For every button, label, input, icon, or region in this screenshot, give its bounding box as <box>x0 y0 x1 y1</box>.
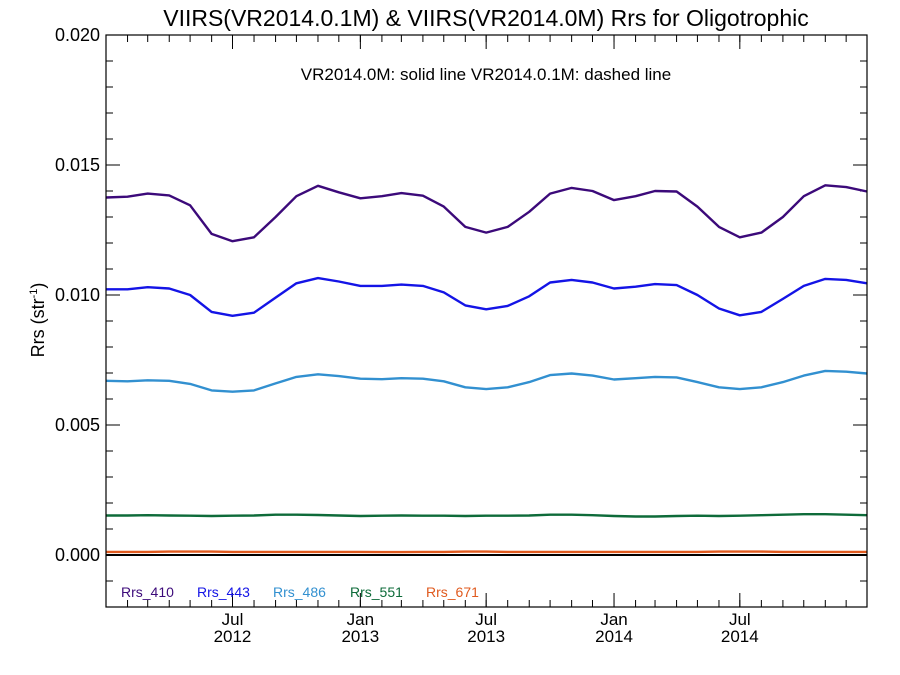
legend-item-rrs-486: Rrs_486 <box>273 584 326 600</box>
series-line-dashed-rrs-551 <box>106 513 868 518</box>
x-tick-year-label: 2014 <box>721 627 759 646</box>
legend-item-rrs-671: Rrs_671 <box>426 584 479 600</box>
plot-frame <box>105 34 868 608</box>
x-tick-month-label: Jul <box>222 610 244 629</box>
legend-item-rrs-410: Rrs_410 <box>121 584 174 600</box>
series-line-solid-rrs-410 <box>105 184 868 243</box>
y-tick-label: 0.000 <box>55 545 100 565</box>
series-line-solid-rrs-443 <box>106 276 868 317</box>
chart-subtitle: VR2014.0M: solid line VR2014.0.1M: dashe… <box>301 65 671 84</box>
x-tick-year-label: 2013 <box>467 627 505 646</box>
legend-item-rrs-551: Rrs_551 <box>350 584 403 600</box>
y-axis-label: Rrs (str-1) <box>28 283 48 358</box>
x-tick-month-label: Jan <box>600 610 627 629</box>
y-tick-label: 0.010 <box>55 285 100 305</box>
y-axis-label-main: Rrs (str <box>28 298 48 357</box>
series-line-dashed-rrs-671 <box>106 550 867 553</box>
legend-item-rrs-443: Rrs_443 <box>197 584 250 600</box>
plot-area: 0.0000.0050.0100.0150.020Jul2012Jan2013J… <box>55 25 868 646</box>
x-tick-month-label: Jan <box>347 610 374 629</box>
x-tick-year-label: 2014 <box>595 627 633 646</box>
y-tick-label: 0.005 <box>55 415 100 435</box>
x-tick-year-label: 2012 <box>214 627 252 646</box>
y-axis-label-close: ) <box>28 283 48 289</box>
series-line-dashed-rrs-486 <box>105 370 868 393</box>
chart-title: VIIRS(VR2014.0.1M) & VIIRS(VR2014.0M) Rr… <box>163 5 809 31</box>
y-tick-label: 0.015 <box>55 155 100 175</box>
y-axis-label-sup: -1 <box>28 289 40 299</box>
x-tick-year-label: 2013 <box>341 627 379 646</box>
x-tick-month-label: Jul <box>475 610 497 629</box>
y-tick-label: 0.020 <box>55 25 100 45</box>
x-tick-month-label: Jul <box>729 610 751 629</box>
series-line-dashed-rrs-410 <box>105 184 868 242</box>
series-line-dashed-rrs-443 <box>106 277 868 317</box>
